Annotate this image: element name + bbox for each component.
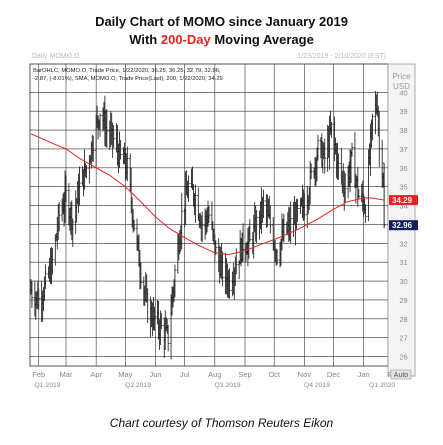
x-tick-label: Oct bbox=[268, 370, 281, 379]
y-tick-label: 36 bbox=[399, 164, 407, 173]
price-tags: 34.29 32.96 bbox=[389, 195, 418, 231]
x-tick-label: Jun bbox=[149, 370, 161, 379]
sma-value-label: 34.29 bbox=[392, 196, 413, 205]
y-tick-label: 34 bbox=[399, 202, 407, 211]
sma-value-tag bbox=[389, 195, 418, 206]
chart-title: Daily Chart of MOMO since January 2019 bbox=[95, 14, 348, 29]
ohlc-bars bbox=[29, 91, 386, 360]
quarter-label: Q1 2020 bbox=[369, 382, 395, 389]
price-axis-area bbox=[387, 63, 416, 377]
auto-scale-label: Auto bbox=[394, 372, 409, 379]
y-tick-label: 32 bbox=[399, 239, 407, 248]
y-tick-label: 31 bbox=[399, 258, 407, 267]
quarter-label: Q1 2019 bbox=[34, 382, 60, 389]
chart-subtitle: With 200-Day Moving Average bbox=[0, 32, 443, 47]
y-tick-label: 39 bbox=[399, 107, 407, 116]
panel-date-range: 1/23/2019 - 2/10/2020 (EST) bbox=[297, 53, 386, 60]
y-tick-label: 28 bbox=[399, 315, 407, 324]
y-tick-label: 26 bbox=[399, 353, 407, 362]
sma-200-line bbox=[30, 133, 385, 256]
legend-sma: -2.87, (-8.01%), SMA, MOMO.O, Trade Pric… bbox=[33, 76, 223, 82]
y-tick-label: 29 bbox=[399, 296, 407, 305]
quarter-labels: Q1 2019 Q2 2019 Q3 2019 Q4 2019 Q1 2020 bbox=[34, 382, 395, 389]
subtitle-prefix: With bbox=[129, 32, 161, 47]
quarter-label: Q4 2019 bbox=[304, 382, 330, 389]
x-tick-label: Jul bbox=[180, 370, 190, 379]
chart-panel: 262728293031323334353637383940 FebMarApr… bbox=[29, 53, 418, 389]
subtitle-highlight: 200-Day bbox=[160, 32, 211, 47]
auto-scale-button[interactable]: Auto bbox=[390, 369, 412, 380]
y-tick-label: 40 bbox=[399, 88, 407, 97]
x-tick-label: Feb bbox=[32, 370, 45, 379]
x-tick-label: Dec bbox=[327, 370, 341, 379]
quarter-label: Q2 2019 bbox=[125, 382, 151, 389]
price-value-tag bbox=[389, 220, 418, 231]
y-tick-label: 37 bbox=[399, 145, 407, 154]
chart-caption: Chart courtesy of Thomson Reuters Eikon bbox=[109, 416, 334, 430]
x-tick-label: Sep bbox=[238, 370, 251, 379]
x-tick-label: Aug bbox=[208, 370, 221, 379]
x-tick-label: Nov bbox=[298, 370, 312, 379]
x-tick-label: Jan bbox=[358, 370, 370, 379]
y-tick-label: 27 bbox=[399, 334, 407, 343]
legend-ohlc: BarOHLC, MOMO.O, Trade Price, 1/22/2020,… bbox=[33, 68, 221, 74]
gridlines bbox=[30, 64, 388, 366]
panel-name: Daily MOMO.O bbox=[32, 53, 80, 60]
y-tick-label: 30 bbox=[399, 277, 407, 286]
y-tick-label: 35 bbox=[399, 183, 407, 192]
subtitle-suffix: Moving Average bbox=[210, 32, 314, 47]
quarter-label: Q3 2019 bbox=[214, 382, 240, 389]
y-tick-label: 38 bbox=[399, 126, 407, 135]
x-tick-label: Mar bbox=[60, 370, 73, 379]
price-value-label: 32.96 bbox=[392, 221, 413, 230]
x-tick-label: Apr bbox=[90, 370, 102, 379]
price-header: Price bbox=[392, 72, 411, 81]
x-tick-label: May bbox=[118, 370, 132, 379]
currency-label: USD bbox=[393, 82, 410, 91]
x-axis-ticks: FebMarAprMayJunJulAugSepOctNovDecJanFeb bbox=[32, 370, 400, 379]
